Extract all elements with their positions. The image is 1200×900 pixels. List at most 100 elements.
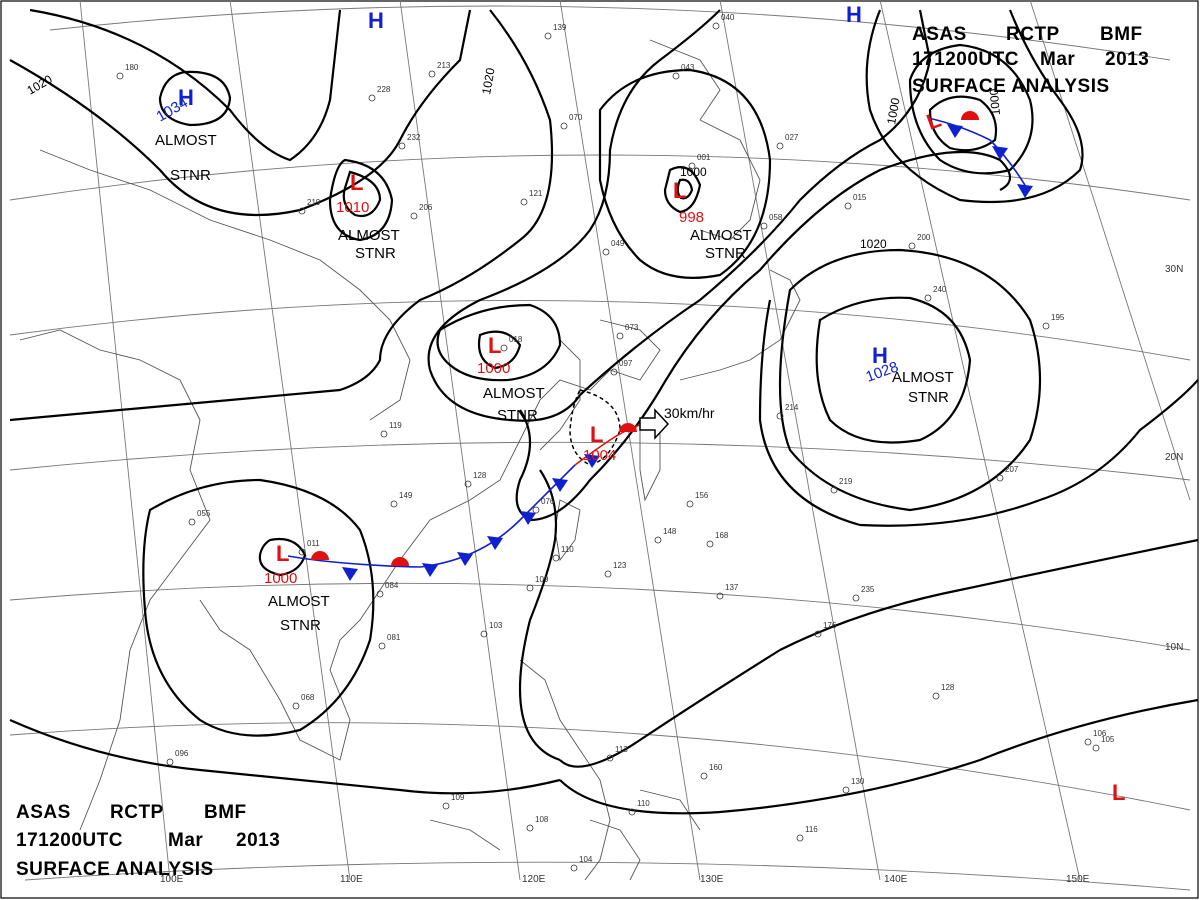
isobar xyxy=(908,43,1034,175)
station-pressure-value: 027 xyxy=(785,133,799,142)
movement-note: STNR xyxy=(908,389,949,406)
station-pressure-value: 110 xyxy=(561,545,574,554)
station-model-icon xyxy=(776,412,784,420)
movement-note: STNR xyxy=(705,245,746,262)
station-model-icon xyxy=(544,32,552,40)
station-model-icon xyxy=(776,142,784,150)
station-pressure-value: 219 xyxy=(839,477,853,486)
station-pressure-value: 206 xyxy=(419,203,433,212)
station-pressure-value: 128 xyxy=(941,683,955,692)
station-pressure-value: 235 xyxy=(861,585,875,594)
isobar-label: 1000 xyxy=(987,88,1003,116)
station-model-icon xyxy=(688,162,696,170)
movement-note: ALMOST xyxy=(268,593,330,610)
warm-front-icon xyxy=(961,111,979,120)
warm-front-icon xyxy=(311,551,329,560)
header-field: 2013 xyxy=(1105,49,1149,70)
high-pressure-center: H xyxy=(846,2,862,27)
station-pressure-value: 113 xyxy=(615,745,628,754)
station-pressure-value: 207 xyxy=(1005,465,1019,474)
station-pressure-value: 011 xyxy=(307,539,320,548)
note-line: ALMOST xyxy=(483,385,545,402)
station-model-icon xyxy=(700,772,708,780)
station-model-icon xyxy=(526,824,534,832)
header-line: ASAS RCTP BMF xyxy=(912,24,1143,45)
station-pressure-value: 108 xyxy=(535,815,549,824)
station-model-icon xyxy=(814,630,822,638)
header-line: 171200UTC Mar 2013 xyxy=(912,49,1149,70)
station-model-icon xyxy=(532,506,540,514)
station-model-icon xyxy=(842,786,850,794)
station-model-icon xyxy=(1084,738,1092,746)
header-field: RCTP xyxy=(1006,24,1060,45)
movement-note: STNR xyxy=(280,617,321,634)
high-pressure-icon: H xyxy=(846,2,862,27)
station-model-icon xyxy=(428,70,436,78)
isobar xyxy=(142,478,375,737)
station-pressure-value: 180 xyxy=(125,63,139,72)
isobar xyxy=(29,8,342,162)
movement-note: ALMOST xyxy=(690,227,752,244)
high-pressure-center: H xyxy=(368,8,384,33)
isobar xyxy=(9,9,554,422)
movement-note: STNR xyxy=(355,245,396,262)
isobar xyxy=(928,95,998,152)
note-line: STNR xyxy=(280,617,321,634)
station-model-icon xyxy=(298,207,306,215)
station-model-icon xyxy=(390,500,398,508)
header-field: Mar xyxy=(1040,49,1075,70)
station-pressure-value: 040 xyxy=(721,13,735,22)
header-field: BMF xyxy=(1100,24,1143,45)
latitude-label: 30N xyxy=(1165,264,1183,275)
header-line: ASAS RCTP BMF xyxy=(16,802,247,823)
station-model-icon xyxy=(398,142,406,150)
longitude-label: 150E xyxy=(1066,874,1090,885)
station-pressure-value: 116 xyxy=(805,825,818,834)
isobar-label: 1020 xyxy=(860,237,887,251)
station-model-icon xyxy=(500,344,508,352)
longitude-labels: 100E 110E 120E 130E 140E 150E xyxy=(160,874,1090,885)
isobar xyxy=(569,389,621,466)
isobar xyxy=(477,330,522,370)
station-pressure-value: 232 xyxy=(407,133,421,142)
note-line: ALMOST xyxy=(690,227,752,244)
header-field: 171200UTC xyxy=(16,830,123,851)
station-pressure-value: 128 xyxy=(473,471,487,480)
station-pressure-value: 058 xyxy=(769,213,783,222)
station-pressure-value: 076 xyxy=(541,497,555,506)
station-plots: 139 040 213 228 232 219 206 121 070 043 001 049 058 0… xyxy=(116,13,1115,872)
station-model-icon xyxy=(442,802,450,810)
station-pressure-value: 137 xyxy=(725,583,739,592)
pressure-value: 1010 xyxy=(336,199,369,216)
graticule xyxy=(9,0,1191,891)
station-pressure-value: 104 xyxy=(579,855,593,864)
latitude-label: 20N xyxy=(1165,452,1183,463)
high-pressure-icon: H xyxy=(872,343,888,368)
station-model-icon xyxy=(672,72,680,80)
motion-arrow-icon xyxy=(639,408,670,440)
station-model-icon xyxy=(570,864,578,872)
station-pressure-value: 105 xyxy=(1101,735,1115,744)
cold-front-icon xyxy=(422,563,438,577)
station-pressure-value: 043 xyxy=(681,63,695,72)
isobar xyxy=(676,178,694,200)
pressure-centers: H 1034 ALMOST STNR L 1010 ALMOST STNR L … xyxy=(154,2,1126,805)
pressure-value: 1004 xyxy=(583,447,616,464)
high-pressure-icon: H xyxy=(178,85,194,110)
isobar-label: 1000 xyxy=(884,96,902,125)
cold-front-icon xyxy=(1017,184,1033,198)
note-line: STNR xyxy=(908,389,949,406)
isobar xyxy=(328,158,394,242)
station-model-icon xyxy=(908,242,916,250)
cold-front-icon xyxy=(487,536,503,550)
high-pressure-icon: H xyxy=(368,8,384,33)
pressure-value: 998 xyxy=(679,209,704,226)
note-line: ALMOST xyxy=(268,593,330,610)
isobar xyxy=(515,150,1012,522)
station-model-icon xyxy=(654,536,662,544)
fronts xyxy=(287,111,1033,581)
low-pressure-icon: L xyxy=(590,422,603,447)
station-model-icon xyxy=(760,222,768,230)
station-model-icon xyxy=(480,630,488,638)
header-field: ASAS xyxy=(912,24,967,45)
